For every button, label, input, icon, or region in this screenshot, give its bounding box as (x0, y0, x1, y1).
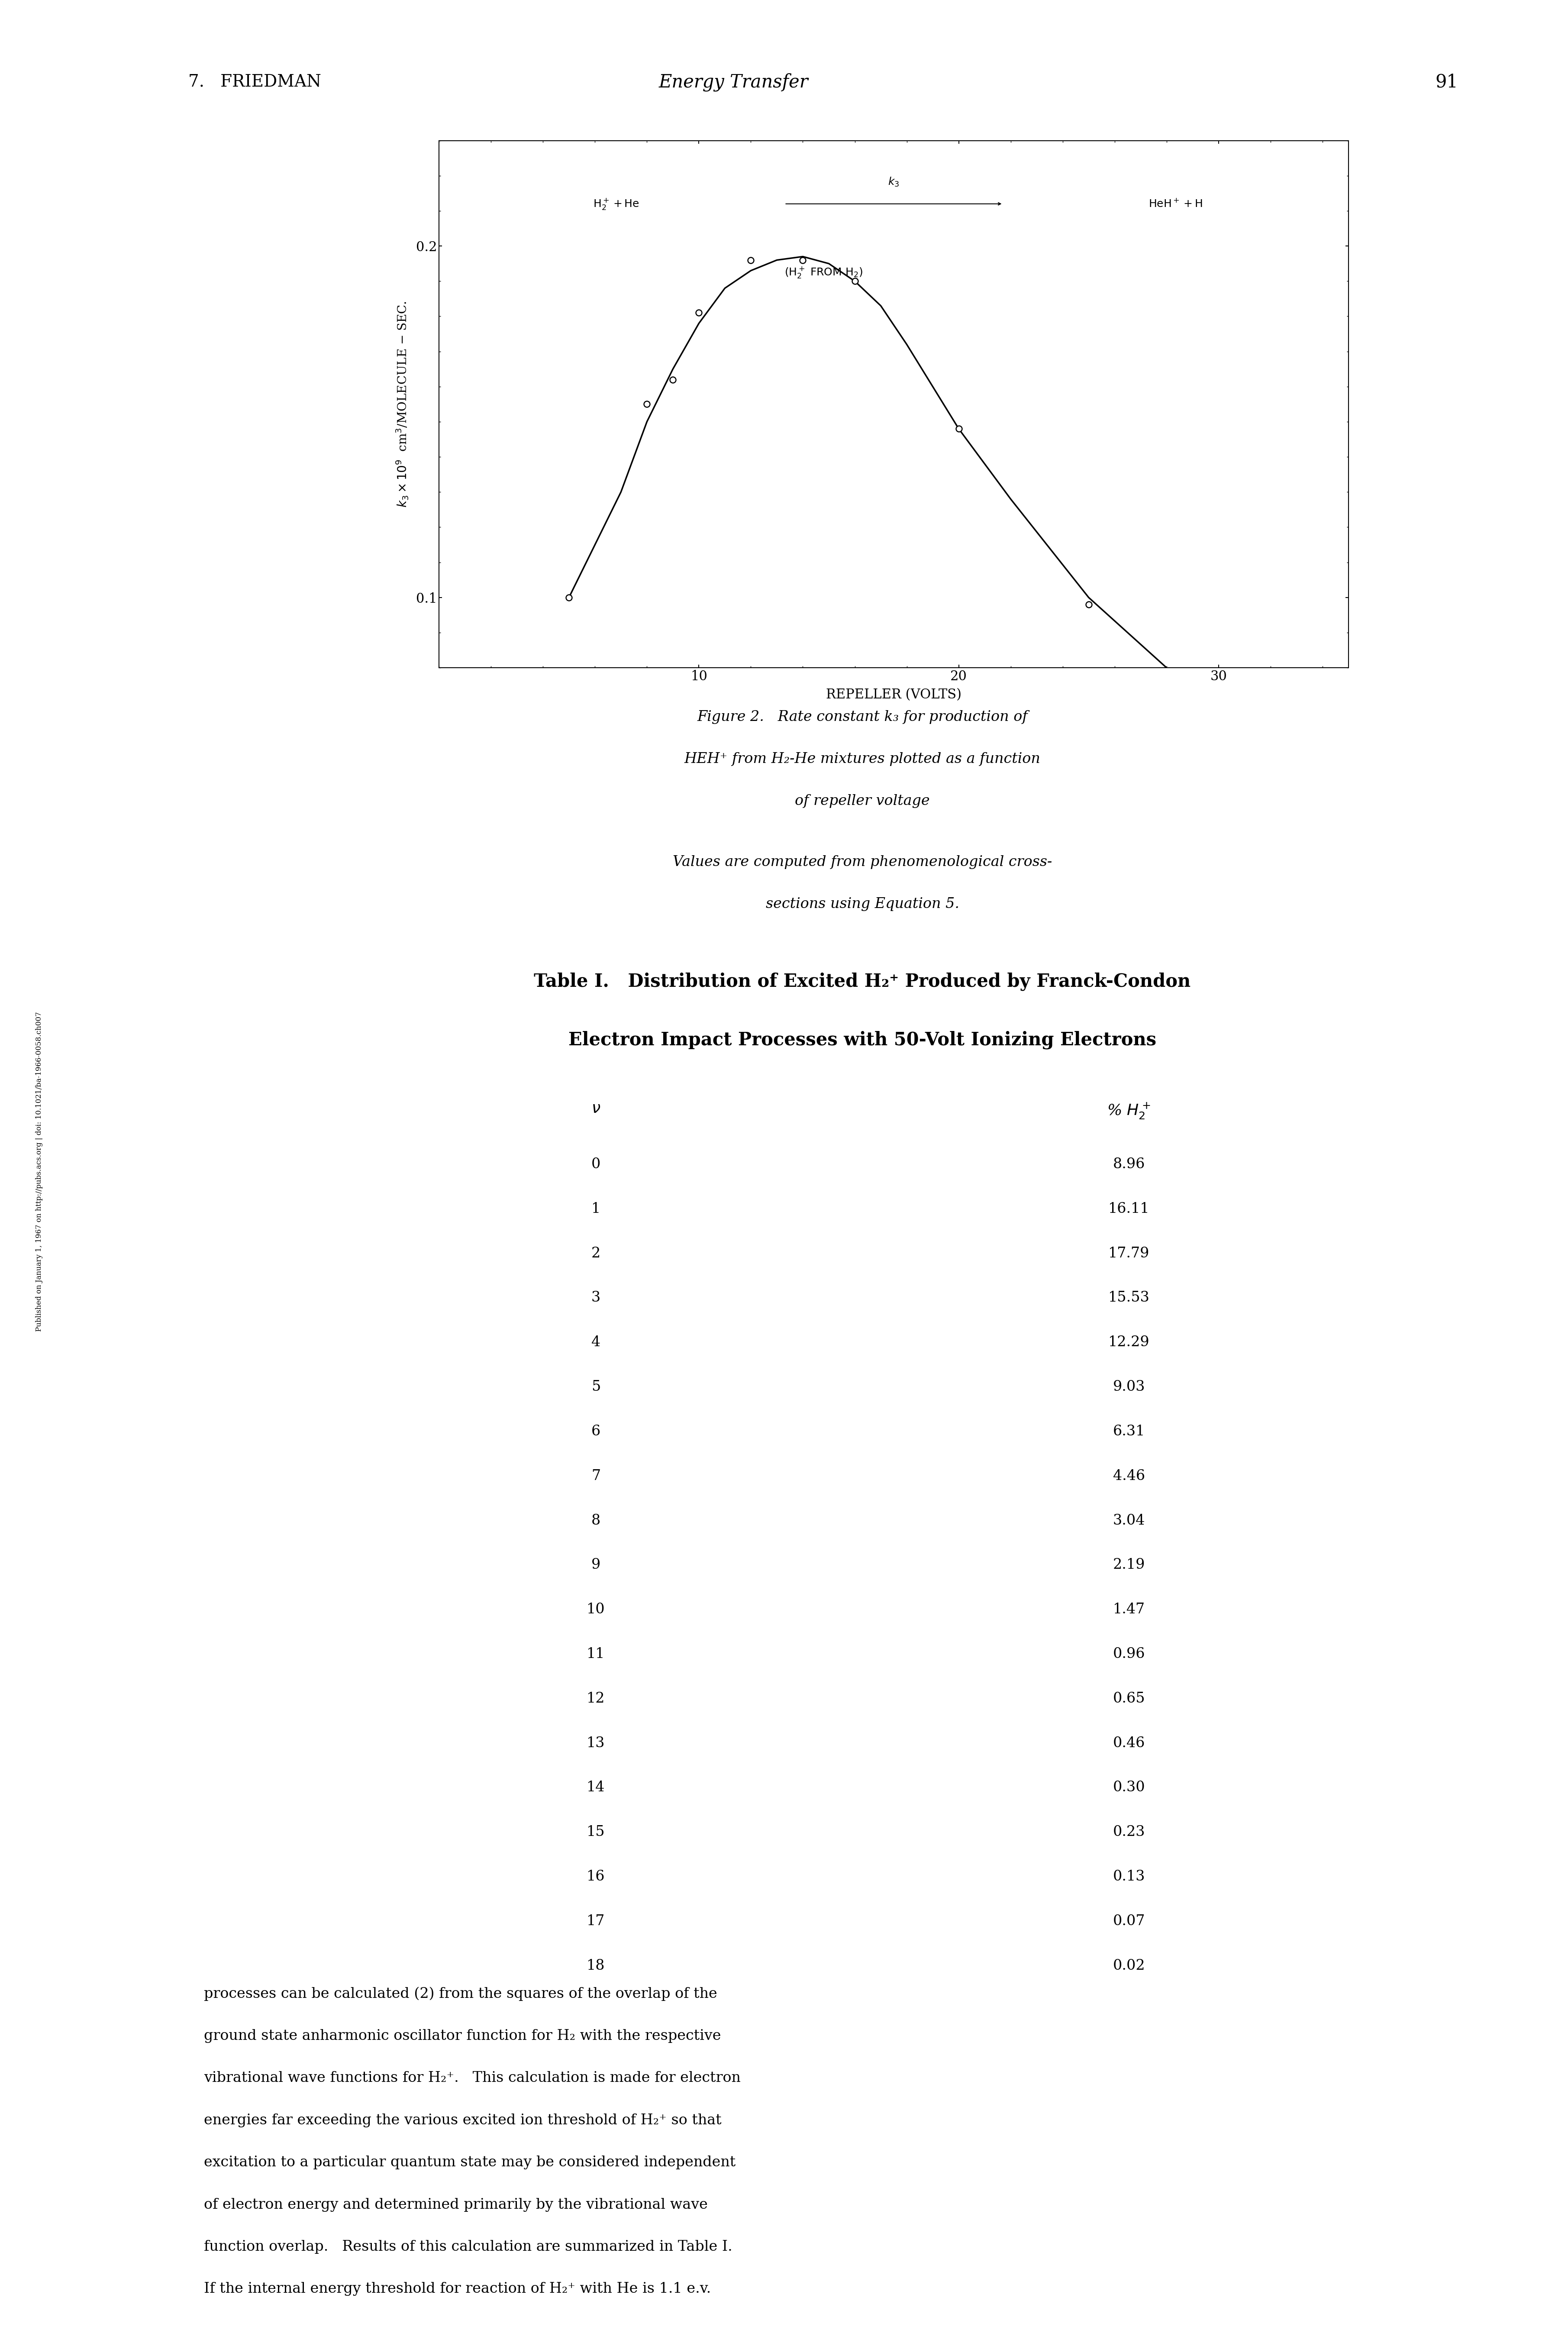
Text: $k_3$: $k_3$ (887, 176, 900, 187)
Text: 0.96: 0.96 (1113, 1647, 1145, 1661)
Text: $\nu$: $\nu$ (591, 1101, 601, 1115)
Text: 0.46: 0.46 (1113, 1736, 1145, 1750)
Text: 6: 6 (591, 1425, 601, 1439)
Text: Table I.   Distribution of Excited H₂⁺ Produced by Franck-Condon: Table I. Distribution of Excited H₂⁺ Pro… (535, 972, 1190, 991)
Text: 17: 17 (586, 1914, 605, 1928)
Text: 8: 8 (591, 1514, 601, 1528)
Text: 10: 10 (586, 1603, 605, 1617)
Text: $\mathrm{HeH^+ + H}$: $\mathrm{HeH^+ + H}$ (1148, 199, 1203, 209)
Text: 4: 4 (591, 1336, 601, 1350)
Text: 16.11: 16.11 (1109, 1202, 1149, 1216)
Text: 3: 3 (591, 1291, 601, 1305)
Text: ground state anharmonic oscillator function for H₂ with the respective: ground state anharmonic oscillator funct… (204, 2029, 721, 2043)
Text: 0.07: 0.07 (1113, 1914, 1145, 1928)
Text: Figure 2.   Rate constant k₃ for production of: Figure 2. Rate constant k₃ for productio… (698, 710, 1027, 724)
Text: of electron energy and determined primarily by the vibrational wave: of electron energy and determined primar… (204, 2198, 707, 2212)
Text: processes can be calculated (2) from the squares of the overlap of the: processes can be calculated (2) from the… (204, 1987, 717, 2001)
Text: 16: 16 (586, 1870, 605, 1884)
Text: excitation to a particular quantum state may be considered independent: excitation to a particular quantum state… (204, 2156, 735, 2170)
Text: sections using Equation 5.: sections using Equation 5. (765, 897, 960, 911)
Text: 2: 2 (591, 1246, 601, 1261)
Text: HEH⁺ from H₂-He mixtures plotted as a function: HEH⁺ from H₂-He mixtures plotted as a fu… (684, 752, 1041, 766)
Text: 12.29: 12.29 (1109, 1336, 1149, 1350)
Text: 0.30: 0.30 (1113, 1781, 1145, 1795)
Text: 2.19: 2.19 (1113, 1558, 1145, 1572)
Text: % $H_2^+$: % $H_2^+$ (1107, 1101, 1151, 1120)
Text: energies far exceeding the various excited ion threshold of H₂⁺ so that: energies far exceeding the various excit… (204, 2113, 721, 2127)
Text: 5: 5 (591, 1380, 601, 1394)
Text: $\mathrm{H_2^+ + He}$: $\mathrm{H_2^+ + He}$ (593, 197, 640, 211)
Text: Published on January 1, 1967 on http://pubs.acs.org | doi: 10.1021/ba-1966-0058.: Published on January 1, 1967 on http://p… (36, 1012, 42, 1331)
Text: function overlap.   Results of this calculation are summarized in Table I.: function overlap. Results of this calcul… (204, 2240, 732, 2254)
Text: of repeller voltage: of repeller voltage (795, 794, 930, 808)
Text: 18: 18 (586, 1959, 605, 1973)
Text: 0.02: 0.02 (1113, 1959, 1145, 1973)
Text: 14: 14 (586, 1781, 605, 1795)
Text: 13: 13 (586, 1736, 605, 1750)
X-axis label: REPELLER (VOLTS): REPELLER (VOLTS) (826, 689, 961, 701)
Text: 0.65: 0.65 (1113, 1692, 1145, 1706)
Text: Electron Impact Processes with 50-Volt Ionizing Electrons: Electron Impact Processes with 50-Volt I… (569, 1031, 1156, 1050)
Text: 7: 7 (591, 1469, 601, 1483)
Text: 11: 11 (586, 1647, 605, 1661)
Text: 17.79: 17.79 (1109, 1246, 1149, 1261)
Text: 15.53: 15.53 (1109, 1291, 1149, 1305)
Text: If the internal energy threshold for reaction of H₂⁺ with He is 1.1 e.v.: If the internal energy threshold for rea… (204, 2282, 710, 2296)
Y-axis label: $k_3 \times 10^9$  cm$^3$/MOLECULE $-$ SEC.: $k_3 \times 10^9$ cm$^3$/MOLECULE $-$ SE… (395, 300, 409, 508)
Text: Values are computed from phenomenological cross-: Values are computed from phenomenologica… (673, 855, 1052, 869)
Text: 7.   FRIEDMAN: 7. FRIEDMAN (188, 75, 321, 89)
Text: 0: 0 (591, 1157, 601, 1172)
Text: 4.46: 4.46 (1113, 1469, 1145, 1483)
Text: 0.13: 0.13 (1113, 1870, 1145, 1884)
Text: 91: 91 (1435, 73, 1458, 91)
Text: 1.47: 1.47 (1113, 1603, 1145, 1617)
Text: 9: 9 (591, 1558, 601, 1572)
Text: $({\mathrm{H_2^+\ FROM\ H_2}})$: $({\mathrm{H_2^+\ FROM\ H_2}})$ (784, 265, 862, 279)
Text: vibrational wave functions for H₂⁺.   This calculation is made for electron: vibrational wave functions for H₂⁺. This… (204, 2071, 740, 2085)
Text: 0.23: 0.23 (1113, 1825, 1145, 1839)
Text: Energy Transfer: Energy Transfer (659, 73, 808, 91)
Text: 12: 12 (586, 1692, 605, 1706)
Text: 8.96: 8.96 (1113, 1157, 1145, 1172)
Text: 3.04: 3.04 (1113, 1514, 1145, 1528)
Text: 15: 15 (586, 1825, 605, 1839)
Text: 6.31: 6.31 (1113, 1425, 1145, 1439)
Text: 1: 1 (591, 1202, 601, 1216)
Text: 9.03: 9.03 (1113, 1380, 1145, 1394)
